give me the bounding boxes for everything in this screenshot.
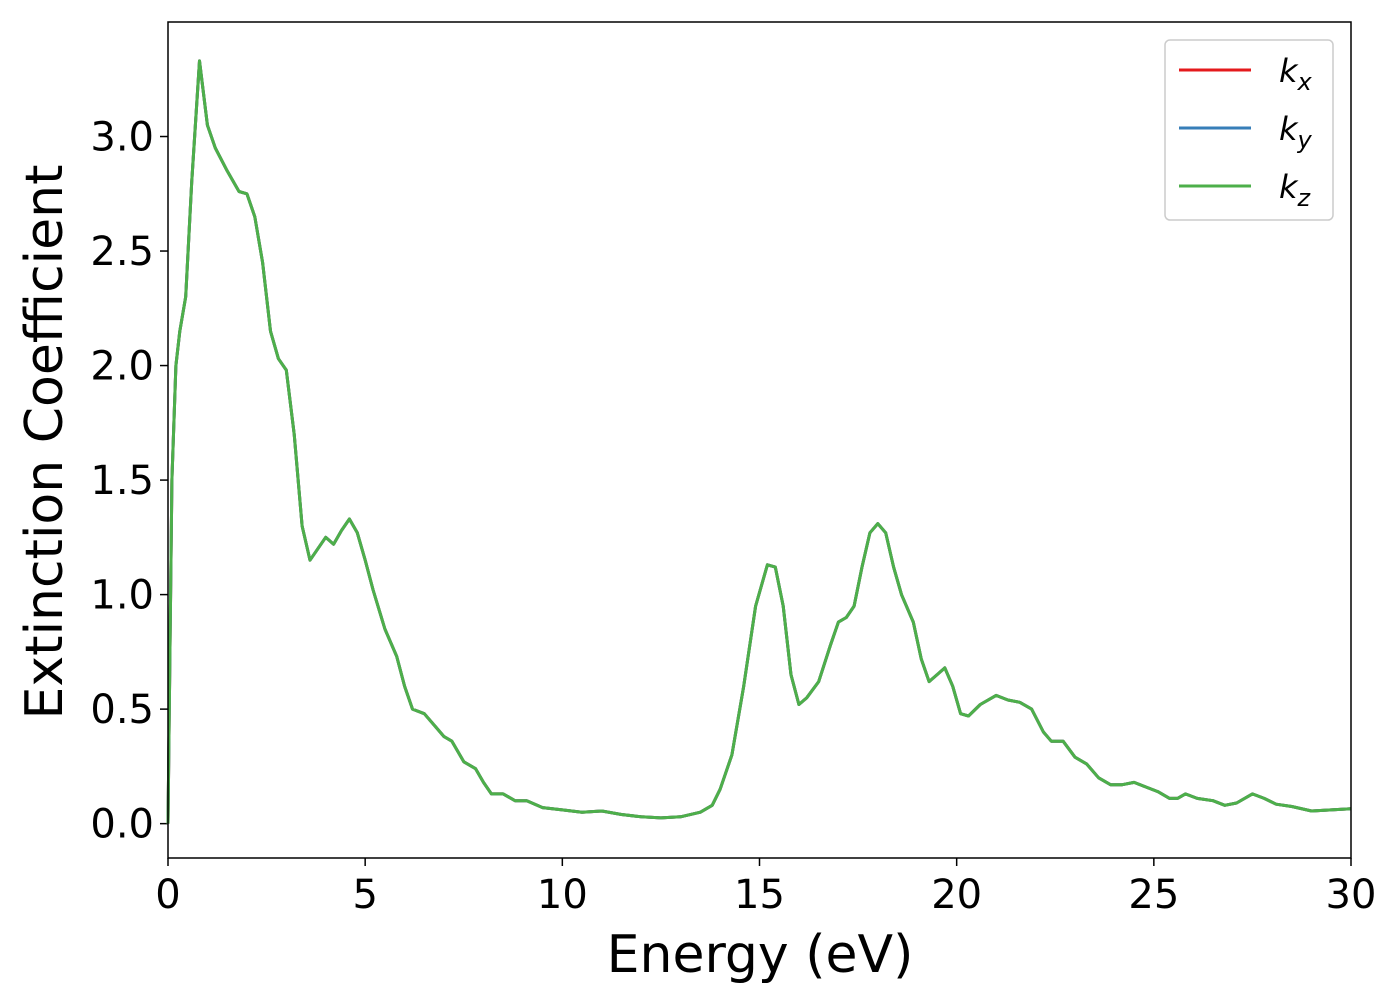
x-tick-label: 10 [537, 872, 588, 918]
y-tick-label: 1.5 [90, 458, 154, 504]
x-tick-label: 25 [1128, 872, 1179, 918]
legend-label-sub: z [1297, 184, 1312, 212]
legend-label-base: k [1279, 110, 1299, 148]
legend-label-base: k [1279, 52, 1299, 90]
plot-frame [167, 21, 1352, 859]
data-line [166, 59, 1352, 824]
y-tick-label: 2.5 [90, 229, 154, 275]
legend-label-sub: x [1297, 68, 1313, 96]
x-tick-label: 20 [931, 872, 982, 918]
y-tick-label: 0.0 [90, 802, 154, 848]
legend-label: ky [1279, 110, 1313, 154]
y-tick-label: 3.0 [90, 115, 154, 161]
legend-label: kz [1279, 168, 1312, 212]
x-tick-label: 5 [352, 872, 377, 918]
x-tick-label: 15 [734, 872, 785, 918]
legend-label-base: k [1279, 168, 1299, 206]
y-tick-label: 1.0 [90, 573, 154, 619]
legend-label: kx [1279, 52, 1313, 96]
y-axis-label: Extinction Coefficient [15, 165, 75, 720]
x-tick-label: 0 [155, 872, 180, 918]
x-tick-label: 30 [1326, 872, 1377, 918]
y-tick-label: 2.0 [90, 344, 154, 390]
x-axis-label: Energy (eV) [607, 925, 914, 985]
legend-box [1164, 39, 1334, 221]
y-tick-label: 0.5 [90, 687, 154, 733]
legend-label-sub: y [1297, 126, 1313, 154]
